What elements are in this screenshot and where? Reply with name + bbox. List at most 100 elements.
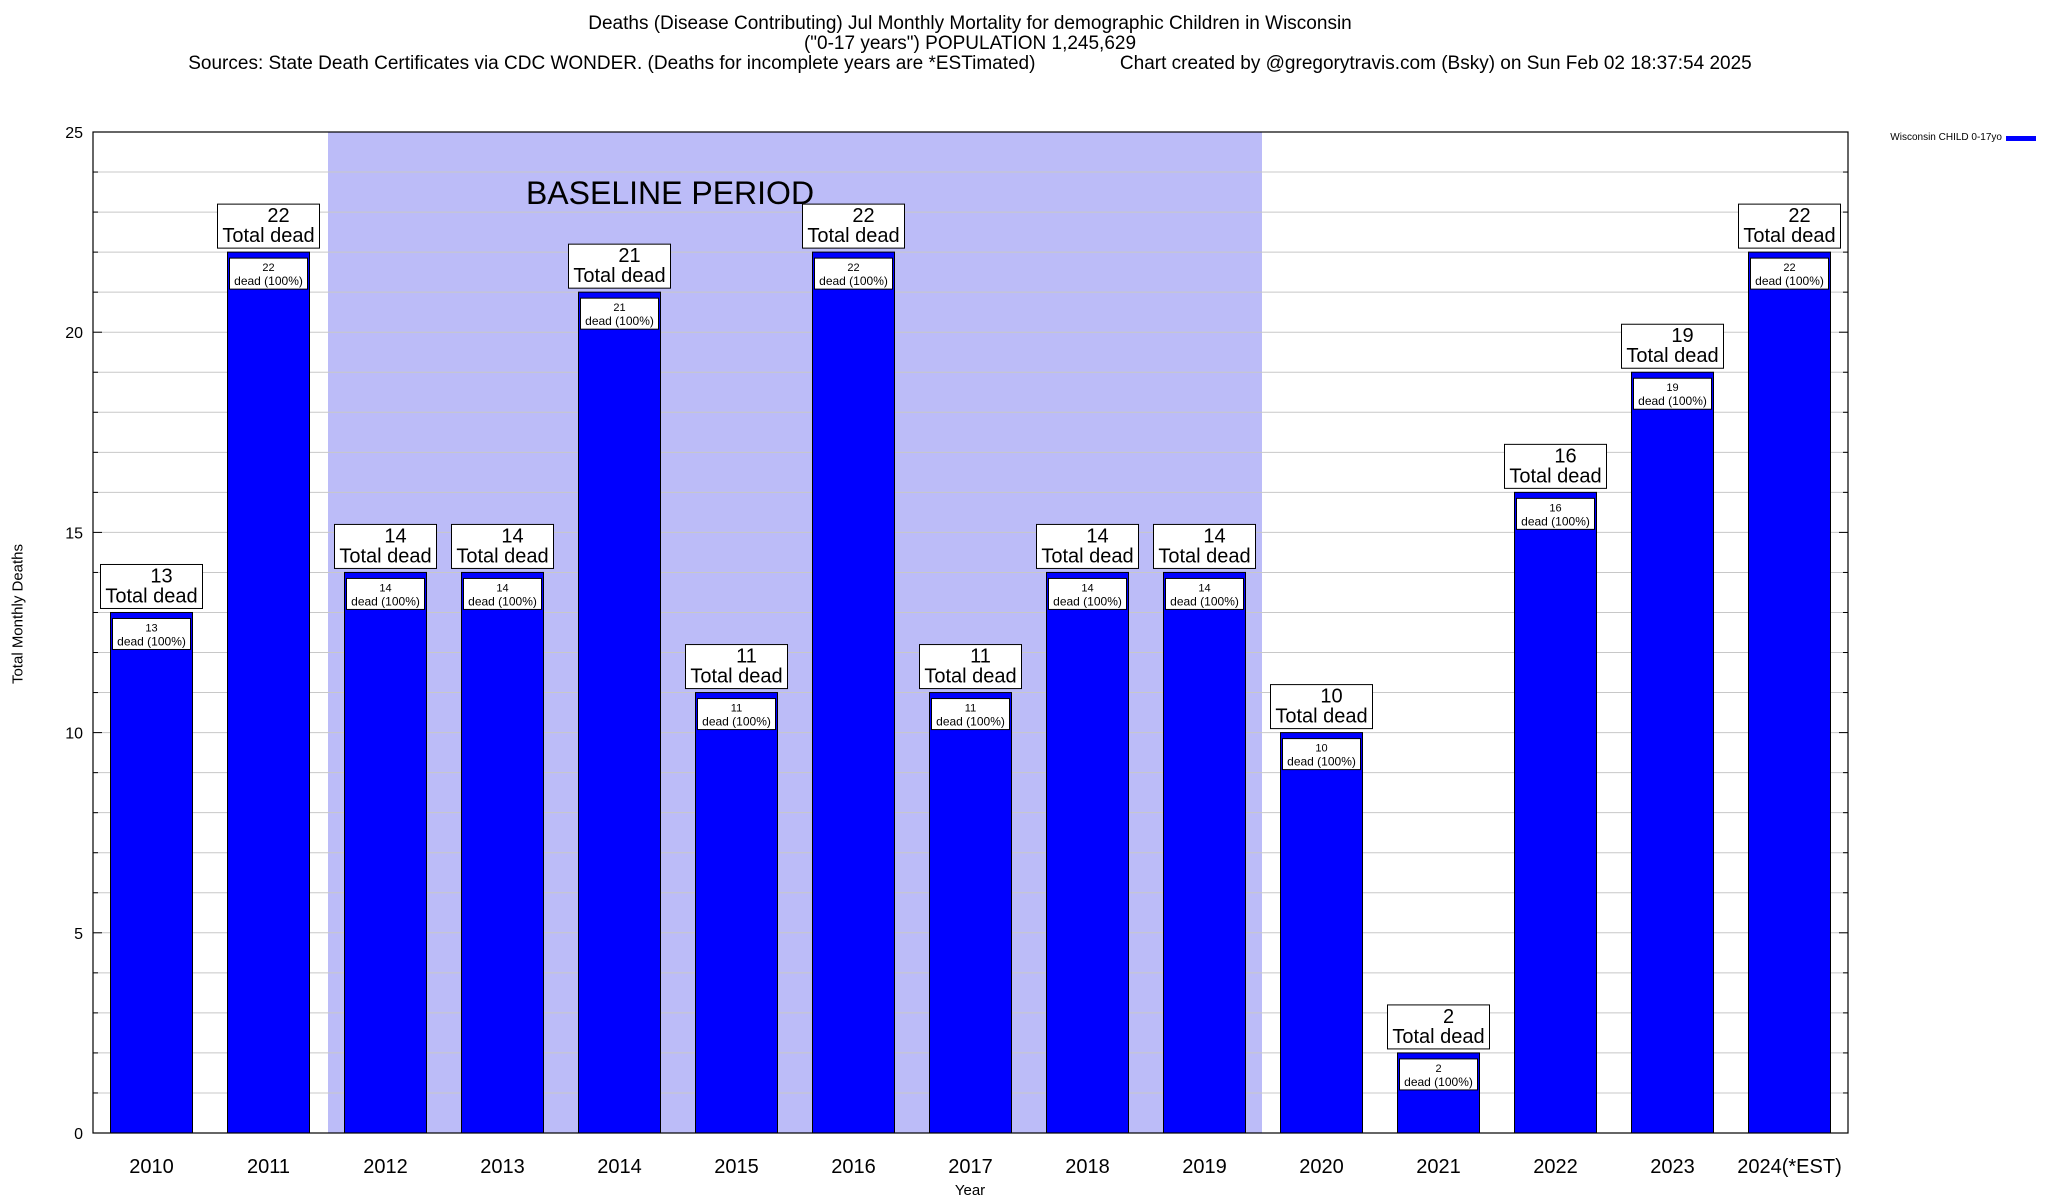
bar-total-label-box (1153, 523, 1256, 569)
bar-inner-label-box (1399, 1058, 1478, 1091)
bar-inner-label-box (580, 297, 659, 330)
bar-inner-percent-label: dead (100%) (234, 274, 303, 288)
bar-inner-percent-label: dead (100%) (819, 274, 888, 288)
bar-inner-value-label: 22 (847, 262, 859, 274)
bar-total-value-label: 16 (1554, 445, 1576, 467)
bar-total-value-label: 13 (150, 565, 172, 587)
bar-total-text-label: Total dead (690, 666, 782, 688)
bar-total-text-label: Total dead (1743, 225, 1835, 247)
x-tick-label: 2015 (714, 1156, 759, 1178)
bar-inner-value-label: 11 (731, 703, 742, 715)
bar (344, 571, 427, 1134)
bar-inner-percent-label: dead (100%) (1521, 514, 1590, 528)
bar-total-text-label: Total dead (456, 545, 548, 567)
y-tick-label: 15 (65, 525, 83, 542)
x-tick-label: 2022 (1533, 1156, 1578, 1178)
bar-total-label-box (1270, 684, 1373, 730)
x-tick-label: 2018 (1065, 1156, 1110, 1178)
chart-source-note: Sources: State Death Certificates via CD… (188, 53, 1752, 74)
x-tick-label: 2011 (247, 1156, 290, 1178)
bar (1631, 371, 1714, 1134)
legend-swatch (2006, 136, 2036, 141)
bar-inner-label-box (1165, 577, 1244, 610)
bar-total-label-box (1504, 443, 1607, 489)
bar-inner-percent-label: dead (100%) (936, 715, 1005, 729)
bar (461, 571, 544, 1134)
bar-inner-value-label: 14 (379, 582, 391, 594)
bar-inner-value-label: 22 (262, 262, 274, 274)
bar-total-value-label: 2 (1443, 1006, 1454, 1028)
bar-total-text-label: Total dead (105, 585, 197, 607)
bar-inner-label-box (697, 698, 776, 731)
bar-total-label-box (334, 523, 437, 569)
bar-inner-percent-label: dead (100%) (117, 634, 186, 648)
plot-frame (92, 131, 1849, 1134)
y-tick-label: 0 (74, 1126, 83, 1143)
bar-inner-label-box (931, 698, 1010, 731)
bar (578, 291, 661, 1134)
bar-inner-value-label: 14 (1081, 582, 1093, 594)
bar-total-text-label: Total dead (1158, 545, 1250, 567)
bar-total-value-label: 10 (1320, 686, 1342, 708)
y-tick-label: 10 (65, 726, 83, 743)
bar-total-text-label: Total dead (222, 225, 314, 247)
x-axis-label: Year (954, 1182, 986, 1199)
bar-total-text-label: Total dead (1509, 465, 1601, 487)
bar-inner-label-box (229, 257, 308, 290)
bar-total-label-box (217, 203, 320, 249)
bar-total-text-label: Total dead (807, 225, 899, 247)
bar-inner-value-label: 10 (1315, 743, 1327, 755)
bar-total-value-label: 22 (1788, 205, 1810, 227)
bar (227, 251, 310, 1134)
bar-inner-percent-label: dead (100%) (702, 715, 771, 729)
bar-inner-label-box (1282, 738, 1361, 771)
bar-inner-percent-label: dead (100%) (585, 314, 654, 328)
y-tick-label: 5 (74, 926, 83, 943)
bar-total-label-box (451, 523, 554, 569)
bar-inner-label-box (1516, 497, 1595, 530)
bar-total-value-label: 14 (1203, 525, 1225, 547)
bar-total-label-box (100, 563, 203, 609)
x-tick-label: 2014 (597, 1156, 642, 1178)
bar-total-label-box (1036, 523, 1139, 569)
x-tick-label: 2012 (363, 1156, 408, 1178)
bar-inner-value-label: 22 (1783, 262, 1795, 274)
bar-total-value-label: 14 (384, 525, 406, 547)
x-tick-label: 2021 (1416, 1156, 1461, 1178)
y-tick-label: 20 (65, 325, 83, 342)
bar (695, 692, 778, 1134)
bar-total-text-label: Total dead (339, 545, 431, 567)
y-tick-label: 25 (65, 125, 83, 142)
legend: Wisconsin CHILD 0-17yo (1880, 130, 2040, 146)
bar-total-label-box (919, 644, 1022, 690)
bar-total-label-box (1387, 1004, 1490, 1050)
x-tick-label: 2024(*EST) (1737, 1156, 1842, 1178)
bar-total-text-label: Total dead (1392, 1026, 1484, 1048)
bar-inner-percent-label: dead (100%) (1638, 394, 1707, 408)
bar (812, 251, 895, 1134)
bar-inner-value-label: 2 (1435, 1063, 1441, 1075)
bar (110, 611, 193, 1134)
x-tick-label: 2016 (831, 1156, 876, 1178)
x-tick-label: 2020 (1299, 1156, 1344, 1178)
x-tick-label: 2010 (129, 1156, 174, 1178)
bar-inner-label-box (112, 617, 191, 650)
bar-total-value-label: 19 (1671, 325, 1693, 347)
x-tick-label: 2017 (948, 1156, 993, 1178)
bar-inner-label-box (1048, 577, 1127, 610)
bar-inner-percent-label: dead (100%) (1170, 594, 1239, 608)
bar-total-text-label: Total dead (1275, 706, 1367, 728)
bar-inner-value-label: 14 (1198, 582, 1210, 594)
bar-inner-value-label: 21 (613, 302, 625, 314)
bar (1514, 491, 1597, 1134)
x-tick-label: 2019 (1182, 1156, 1227, 1178)
bar-total-text-label: Total dead (1041, 545, 1133, 567)
bar-inner-value-label: 13 (145, 622, 157, 634)
bar-inner-percent-label: dead (100%) (1287, 755, 1356, 769)
chart-subtitle: ("0-17 years") POPULATION 1,245,629 (803, 33, 1137, 54)
bar-total-label-box (802, 203, 905, 249)
bar-inner-percent-label: dead (100%) (351, 594, 420, 608)
bar-inner-value-label: 11 (965, 703, 976, 715)
bar-total-label-box (685, 644, 788, 690)
